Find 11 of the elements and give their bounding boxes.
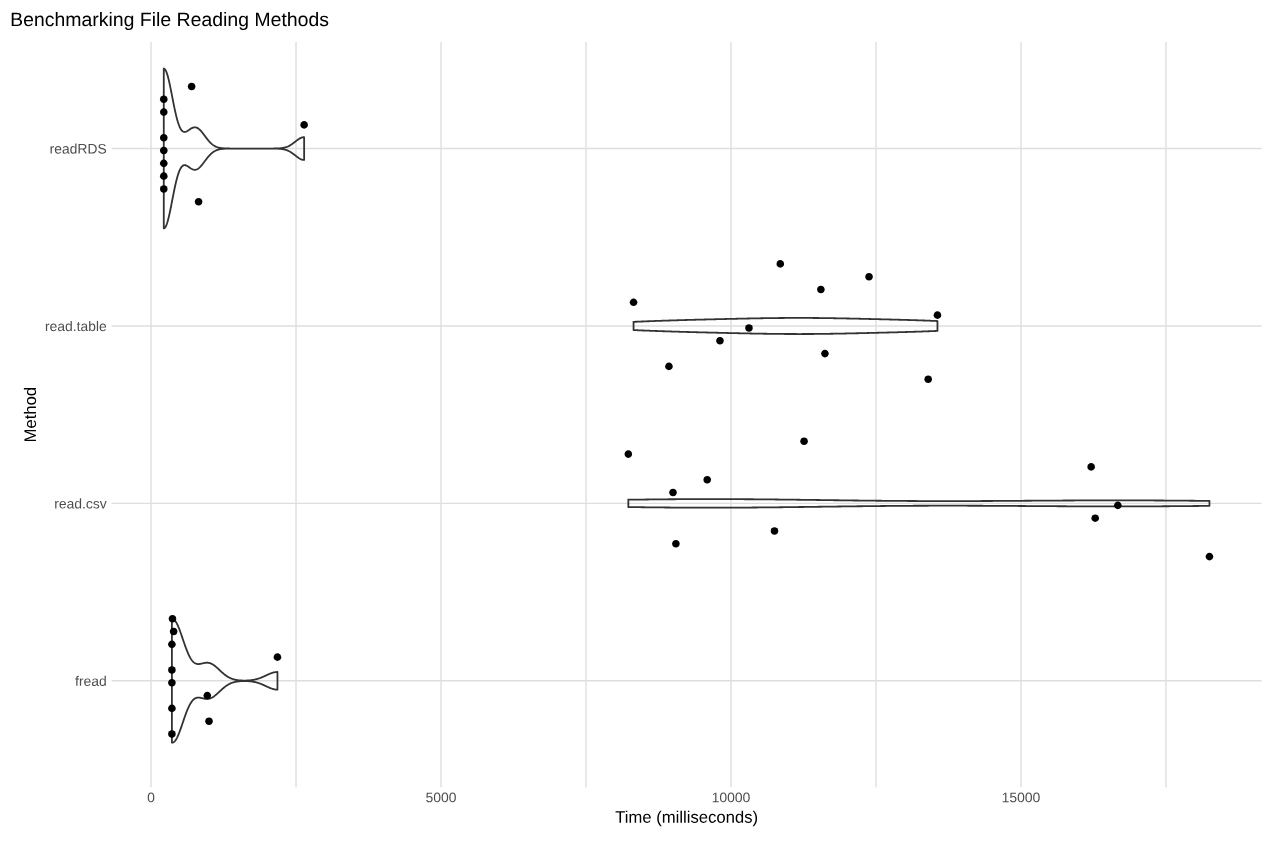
x-tick-label: 15000 (1002, 792, 1040, 803)
x-tick-label: 5000 (426, 792, 456, 803)
y-tick-label: fread (75, 675, 106, 686)
x-tick-label: 0 (147, 792, 155, 803)
y-tick-label: readRDS (50, 143, 107, 154)
y-axis-title: Method (23, 387, 37, 442)
chart-title: Benchmarking File Reading Methods (11, 11, 329, 31)
y-tick-label: read.csv (55, 498, 107, 509)
y-tick-label: read.table (45, 320, 107, 332)
x-axis-title: Time (milliseconds) (615, 810, 758, 827)
x-tick-label: 10000 (712, 792, 750, 803)
